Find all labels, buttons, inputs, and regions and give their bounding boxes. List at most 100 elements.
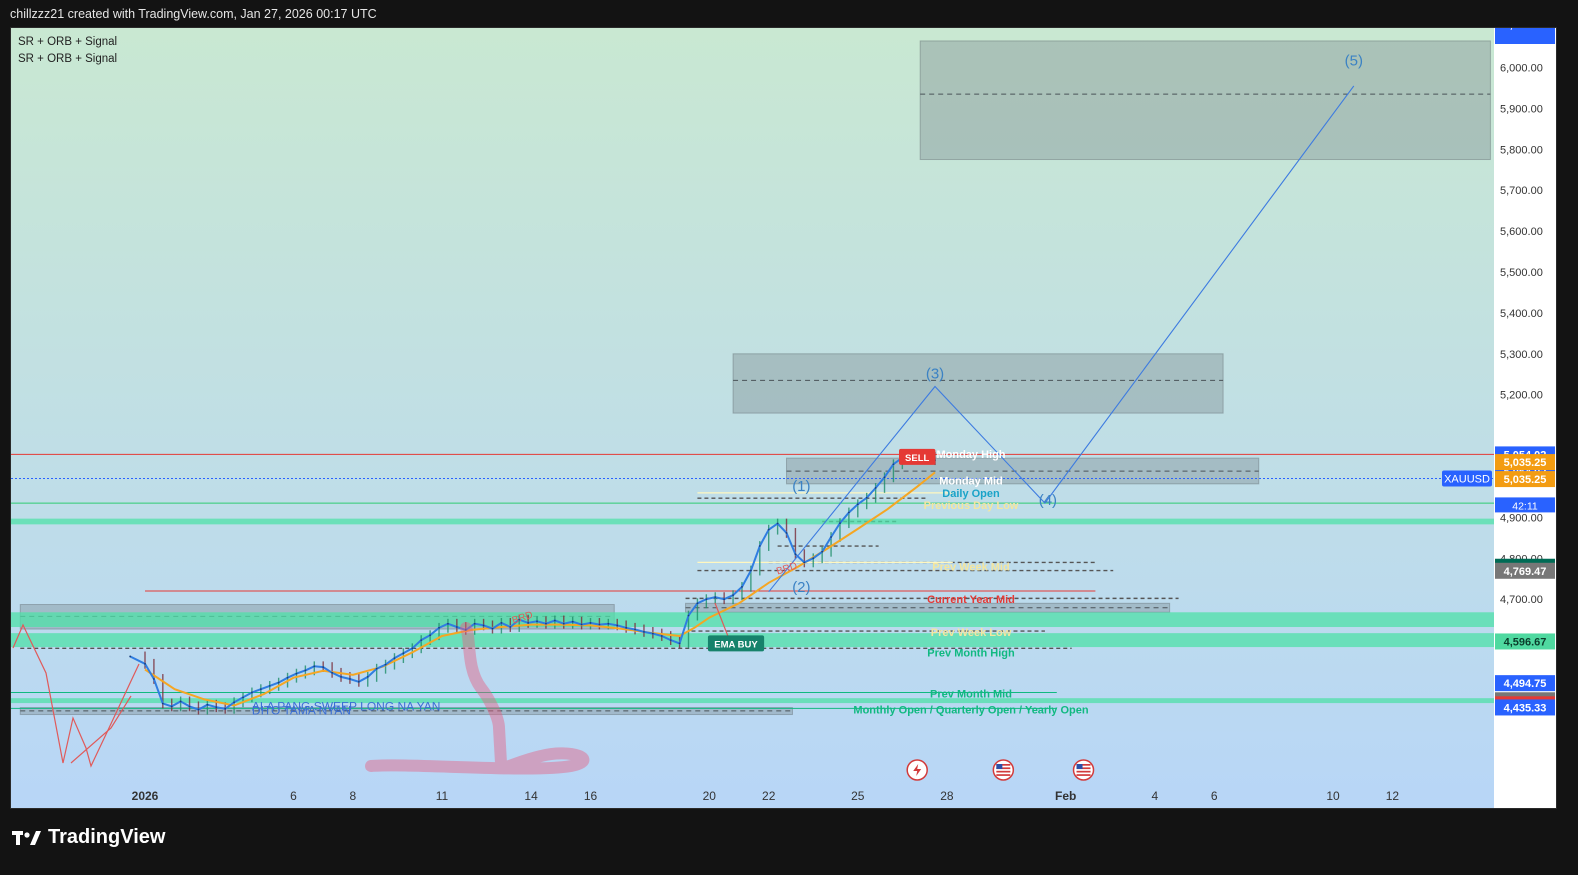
event-icon-ring <box>992 759 1015 781</box>
signal-badge[interactable]: SELL <box>899 448 936 465</box>
price-point <box>464 628 467 631</box>
price-point <box>607 622 610 625</box>
annotation-label: ALA PANG SWEEP LONG NA YAN <box>252 699 441 713</box>
flag-canton <box>1076 764 1083 769</box>
price-point <box>144 662 146 665</box>
x-tick-label: 10 <box>1326 789 1340 803</box>
symbol-label: XAUUSD <box>1444 474 1490 486</box>
price-point <box>803 561 806 564</box>
support-band-4452[interactable] <box>11 698 1494 704</box>
annotation-label: (5) <box>1345 52 1363 69</box>
price-badge-label: 4,494.75 <box>1504 678 1547 690</box>
price-point <box>447 622 449 625</box>
price-point <box>794 553 797 556</box>
price-point <box>340 676 342 678</box>
price-point <box>349 678 351 680</box>
annotation-label: (3) <box>926 365 944 382</box>
lightning-event-icon[interactable] <box>906 759 928 781</box>
flag-stripe <box>996 767 1011 770</box>
level-label: Previous Day Low <box>924 500 1019 512</box>
support-band-4650[interactable] <box>11 612 1494 628</box>
level-label: Prev Week Mid <box>932 561 1009 573</box>
y-tick-label: 5,900.00 <box>1500 103 1543 115</box>
signal-badge-label: SELL <box>905 453 929 464</box>
level-label: Prev Month High <box>927 647 1015 659</box>
annotation-label: (2) <box>792 579 810 596</box>
event-icon-ring <box>1072 759 1095 781</box>
price-point <box>429 634 432 637</box>
price-point <box>821 550 824 553</box>
price-point <box>393 657 396 659</box>
price-point <box>527 622 530 624</box>
y-tick-label: 4,700.00 <box>1500 594 1543 606</box>
price-point <box>251 691 253 694</box>
level-label: Monday High <box>936 449 1005 461</box>
price-point <box>865 496 868 499</box>
price-point <box>883 476 886 479</box>
level-label: Monthly Open / Quarterly Open / Yearly O… <box>853 705 1088 717</box>
price-point <box>723 598 726 601</box>
price-point <box>536 620 538 623</box>
price-point <box>580 623 583 626</box>
symbol-badge[interactable]: XAUUSD <box>1442 470 1492 487</box>
signal-badge-label: EMA BUY <box>714 639 758 650</box>
price-point <box>482 624 485 627</box>
price-point <box>874 487 877 489</box>
price-point <box>785 532 788 534</box>
price-point <box>161 702 164 705</box>
y-tick-label: 5,800.00 <box>1500 144 1543 156</box>
x-tick-label: 6 <box>1211 789 1218 803</box>
price-point <box>384 663 387 666</box>
y-tick-label: 5,600.00 <box>1500 226 1543 238</box>
flag-stripe <box>1076 767 1091 770</box>
price-point <box>643 631 645 633</box>
price-point <box>705 598 708 601</box>
us-flag-event-icon[interactable] <box>992 759 1015 781</box>
price-badge-label: 4,432.78 <box>1504 28 1547 31</box>
price-badge-bg <box>1495 28 1555 44</box>
x-tick-label: 28 <box>940 789 954 803</box>
symbol-badge-bg <box>1442 470 1492 487</box>
x-tick-label: 2026 <box>132 789 159 803</box>
price-point <box>509 626 512 628</box>
us-flag-event-icon[interactable] <box>1072 759 1095 781</box>
price-badge: 5,035.25 <box>1495 454 1555 471</box>
price-badge-label: 4,769.47 <box>1504 566 1547 578</box>
target-zone-wave3[interactable] <box>732 353 1224 414</box>
signal-badge[interactable]: EMA BUY <box>707 635 765 652</box>
level-label: Current Year Mid <box>927 594 1015 606</box>
y-tick-label: 4,900.00 <box>1500 512 1543 524</box>
x-tick-label: 14 <box>524 789 538 803</box>
price-point <box>553 619 556 622</box>
countdown-bg <box>1495 497 1555 513</box>
flag-stripe <box>996 770 1011 773</box>
price-point <box>197 708 200 711</box>
wave-projection-line[interactable] <box>768 85 1355 593</box>
price-point <box>625 626 628 629</box>
annotation-label: DITO TAMA NYAN <box>252 704 351 718</box>
price-point <box>304 669 307 672</box>
price-badge-bg <box>1495 699 1555 716</box>
price-point <box>616 624 619 627</box>
price-point <box>411 647 414 650</box>
price-badge-label: 5,035.25 <box>1504 457 1547 469</box>
chart-frame[interactable]: Monday High Monday Mid Daily Open Previous … <box>10 19 1557 809</box>
indicator-name[interactable]: SR + ORB + Signal <box>18 53 118 65</box>
level-label: Prev Week Low <box>931 627 1012 639</box>
price-point <box>767 528 770 531</box>
flag-stripe <box>1076 774 1091 776</box>
price-point <box>322 666 325 668</box>
price-point <box>749 569 752 572</box>
price-point <box>206 703 209 706</box>
price-point <box>473 622 476 625</box>
price-badge-bg <box>1495 471 1555 488</box>
x-tick-label: 22 <box>762 789 776 803</box>
target-zone-wave5[interactable] <box>919 40 1491 161</box>
price-point <box>455 626 458 628</box>
price-point <box>420 639 423 641</box>
indicator-name[interactable]: SR + ORB + Signal <box>18 36 118 48</box>
price-point <box>732 594 734 597</box>
support-band-4890[interactable] <box>11 518 1494 525</box>
y-tick-label: 5,500.00 <box>1500 267 1543 279</box>
